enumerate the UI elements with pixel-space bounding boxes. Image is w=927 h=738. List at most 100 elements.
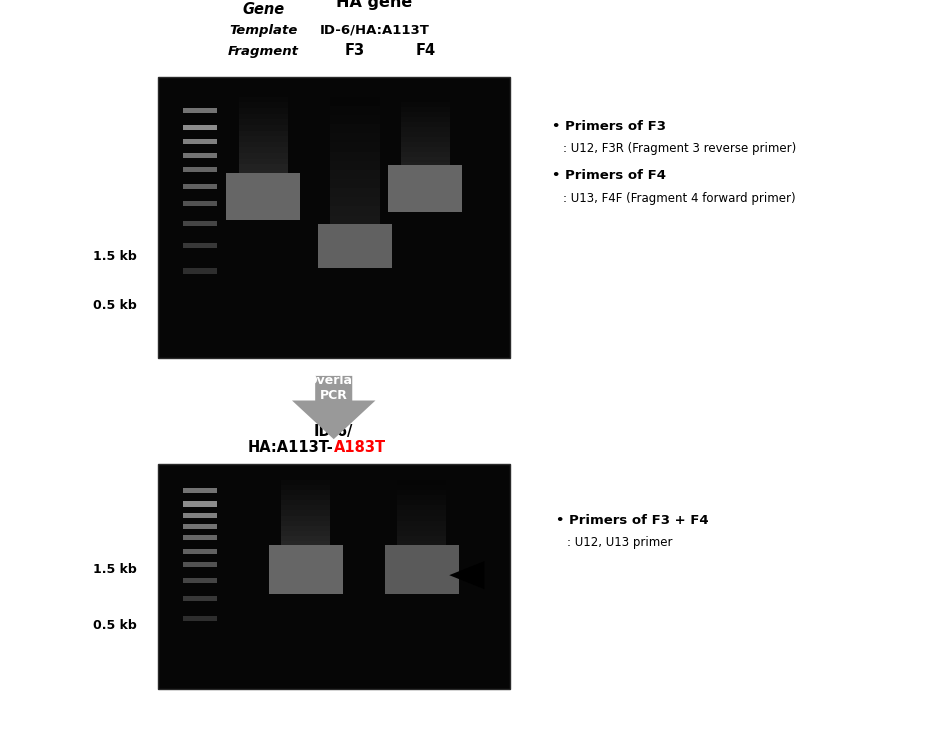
- Bar: [400, 112, 450, 117]
- Bar: [397, 546, 447, 551]
- Text: Fragment: Fragment: [228, 45, 298, 58]
- Text: ID-6/HA:A113T: ID-6/HA:A113T: [319, 24, 429, 37]
- Bar: [330, 106, 379, 115]
- Text: 1.5 kb: 1.5 kb: [94, 250, 137, 263]
- Bar: [397, 541, 447, 546]
- Bar: [330, 124, 379, 134]
- Bar: [330, 97, 379, 106]
- Text: 1.5 kb: 1.5 kb: [94, 563, 137, 576]
- Text: : U12, U13 primer: : U12, U13 primer: [567, 536, 673, 549]
- Bar: [184, 578, 217, 583]
- Bar: [400, 127, 450, 132]
- Bar: [392, 556, 451, 589]
- Bar: [238, 108, 288, 114]
- Bar: [400, 132, 450, 137]
- Bar: [269, 545, 343, 594]
- Bar: [397, 480, 447, 485]
- Bar: [400, 147, 450, 152]
- Bar: [397, 490, 447, 495]
- Bar: [281, 490, 330, 495]
- Bar: [388, 165, 463, 212]
- Bar: [281, 485, 330, 490]
- Bar: [318, 224, 392, 268]
- Bar: [238, 120, 288, 125]
- Bar: [400, 97, 450, 102]
- Text: ID-6/: ID-6/: [314, 424, 353, 439]
- Bar: [184, 513, 217, 518]
- Bar: [276, 556, 336, 589]
- Bar: [400, 142, 450, 147]
- Bar: [184, 596, 217, 601]
- Bar: [281, 495, 330, 500]
- Bar: [396, 176, 455, 207]
- Bar: [184, 502, 217, 507]
- Bar: [234, 184, 293, 215]
- Bar: [238, 97, 288, 103]
- Bar: [397, 521, 447, 525]
- Bar: [330, 207, 379, 215]
- Polygon shape: [292, 376, 375, 439]
- Bar: [184, 524, 217, 529]
- Bar: [238, 131, 288, 136]
- Bar: [397, 495, 447, 500]
- Text: F3: F3: [345, 43, 365, 58]
- Bar: [281, 500, 330, 506]
- Text: : U12, F3R (Fragment 3 reverse primer): : U12, F3R (Fragment 3 reverse primer): [563, 142, 796, 155]
- Bar: [238, 165, 288, 170]
- Text: • Primers of F4: • Primers of F4: [552, 169, 666, 182]
- Bar: [400, 152, 450, 157]
- Bar: [330, 188, 379, 197]
- Bar: [184, 535, 217, 540]
- Bar: [330, 115, 379, 124]
- Bar: [330, 151, 379, 161]
- Bar: [238, 142, 288, 148]
- Bar: [281, 536, 330, 541]
- Bar: [238, 114, 288, 120]
- Bar: [158, 463, 510, 689]
- Bar: [281, 506, 330, 511]
- Bar: [238, 125, 288, 131]
- Bar: [184, 269, 217, 274]
- Bar: [238, 148, 288, 153]
- Bar: [281, 541, 330, 546]
- Bar: [281, 511, 330, 516]
- Bar: [330, 179, 379, 188]
- Bar: [397, 500, 447, 506]
- Bar: [400, 184, 450, 204]
- Bar: [330, 197, 379, 207]
- Bar: [400, 107, 450, 112]
- Bar: [184, 243, 217, 248]
- Bar: [397, 516, 447, 521]
- Bar: [184, 153, 217, 158]
- Bar: [238, 170, 288, 176]
- Bar: [238, 193, 288, 212]
- Bar: [184, 167, 217, 173]
- Bar: [397, 485, 447, 490]
- Bar: [325, 234, 385, 263]
- Bar: [397, 565, 447, 585]
- Text: Gene: Gene: [242, 2, 285, 17]
- Bar: [400, 157, 450, 162]
- Bar: [397, 525, 447, 531]
- Text: F4: F4: [415, 43, 436, 58]
- Bar: [397, 511, 447, 516]
- Bar: [330, 142, 379, 151]
- Bar: [226, 173, 300, 221]
- Text: 0.5 kb: 0.5 kb: [94, 619, 137, 632]
- Bar: [281, 521, 330, 525]
- Bar: [184, 125, 217, 130]
- Bar: [281, 516, 330, 521]
- Bar: [281, 531, 330, 536]
- Bar: [281, 546, 330, 551]
- Bar: [400, 137, 450, 142]
- Bar: [400, 102, 450, 107]
- Bar: [184, 108, 217, 114]
- Bar: [330, 134, 379, 142]
- Text: Template: Template: [229, 24, 298, 37]
- Bar: [385, 545, 459, 594]
- Bar: [330, 161, 379, 170]
- Bar: [184, 549, 217, 554]
- Text: : U13, F4F (Fragment 4 forward primer): : U13, F4F (Fragment 4 forward primer): [563, 191, 795, 204]
- Bar: [330, 215, 379, 225]
- Bar: [184, 488, 217, 493]
